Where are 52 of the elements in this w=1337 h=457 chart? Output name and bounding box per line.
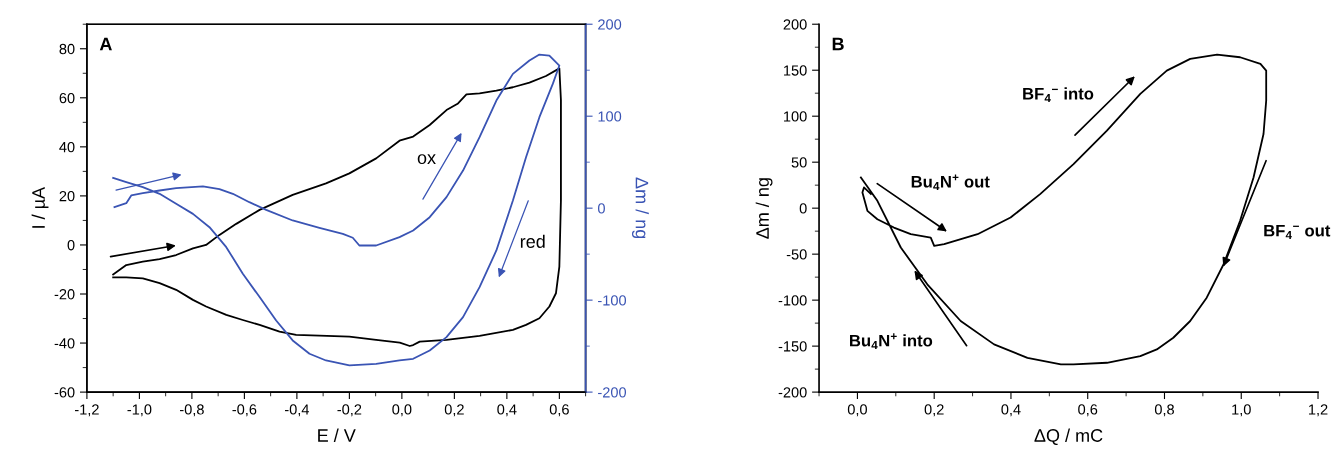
y-tick-label: -60 — [54, 387, 75, 398]
x-tick-label: -0,4 — [284, 404, 310, 417]
y-tick-label: -40 — [54, 338, 75, 349]
annotation: BF$_{4}$$^{−}$ into — [1023, 87, 1094, 103]
y-tick-label: 100 — [784, 111, 807, 122]
x-axis-title: ΔQ / mC — [1034, 428, 1103, 446]
x-tick-label: 0,4 — [1001, 404, 1021, 417]
x-tick-label: 0,8 — [1154, 404, 1174, 417]
x-tick-label: -1,0 — [127, 404, 152, 417]
y-tick-label: 80 — [59, 43, 75, 55]
x-tick-label: 0,0 — [847, 404, 867, 417]
text: A — [99, 37, 112, 51]
x-tick-label: 0,4 — [497, 404, 517, 417]
y2-tick-label: -200 — [598, 387, 627, 398]
x-tick-label: 0,6 — [549, 404, 569, 417]
annotation: Bu$_{4}$N$^{+}$ out — [911, 174, 990, 191]
x-tick-label: 0,2 — [444, 404, 464, 417]
y-tick-label: 20 — [59, 191, 75, 202]
annotation: BF$_{4}$$^{−}$ out — [1264, 224, 1331, 239]
y2-axis-title: Δm / ng — [631, 177, 649, 239]
y-tick-label: 0 — [67, 240, 75, 251]
y2-tick-label: 100 — [598, 111, 622, 122]
y2-tick-label: 0 — [597, 203, 605, 214]
x-tick-label: -0,6 — [232, 404, 257, 417]
y2-tick-label: -100 — [598, 295, 627, 306]
y-tick-label: -20 — [54, 289, 75, 300]
y2-tick-label: 200 — [598, 19, 622, 30]
annotation: ox — [417, 154, 436, 165]
y-tick-label: -50 — [786, 249, 807, 260]
y-tick-label: 50 — [791, 157, 807, 168]
x-tick-label: -0,2 — [337, 404, 362, 417]
y-axis-title: Δm / ng — [755, 178, 773, 239]
y-tick-label: -150 — [778, 341, 807, 352]
x-tick-label: 0,2 — [924, 404, 944, 417]
y-tick-label: 0 — [799, 203, 807, 214]
y-tick-label: 150 — [784, 65, 807, 76]
x-axis-title: E / V — [318, 428, 356, 442]
x-tick-label: 0,6 — [1078, 404, 1098, 417]
y-tick-label: -200 — [778, 387, 807, 398]
annotation: red — [520, 234, 545, 248]
annotation: Bu$_{4}$N$^{+}$ into — [850, 333, 933, 350]
text: B — [832, 37, 844, 51]
x-tick-label: 1,0 — [1232, 404, 1251, 417]
x-tick-label: -0,8 — [179, 404, 204, 417]
y-tick-label: 40 — [59, 141, 75, 153]
y-tick-label: 60 — [59, 92, 75, 104]
y-tick-label: 200 — [783, 19, 807, 30]
x-tick-label: 1,2 — [1308, 404, 1328, 417]
x-tick-label: 0,0 — [392, 404, 412, 417]
y-tick-label: -100 — [778, 295, 807, 306]
x-tick-label: -1,2 — [74, 404, 99, 417]
y-axis-title: I / µA — [31, 186, 49, 228]
